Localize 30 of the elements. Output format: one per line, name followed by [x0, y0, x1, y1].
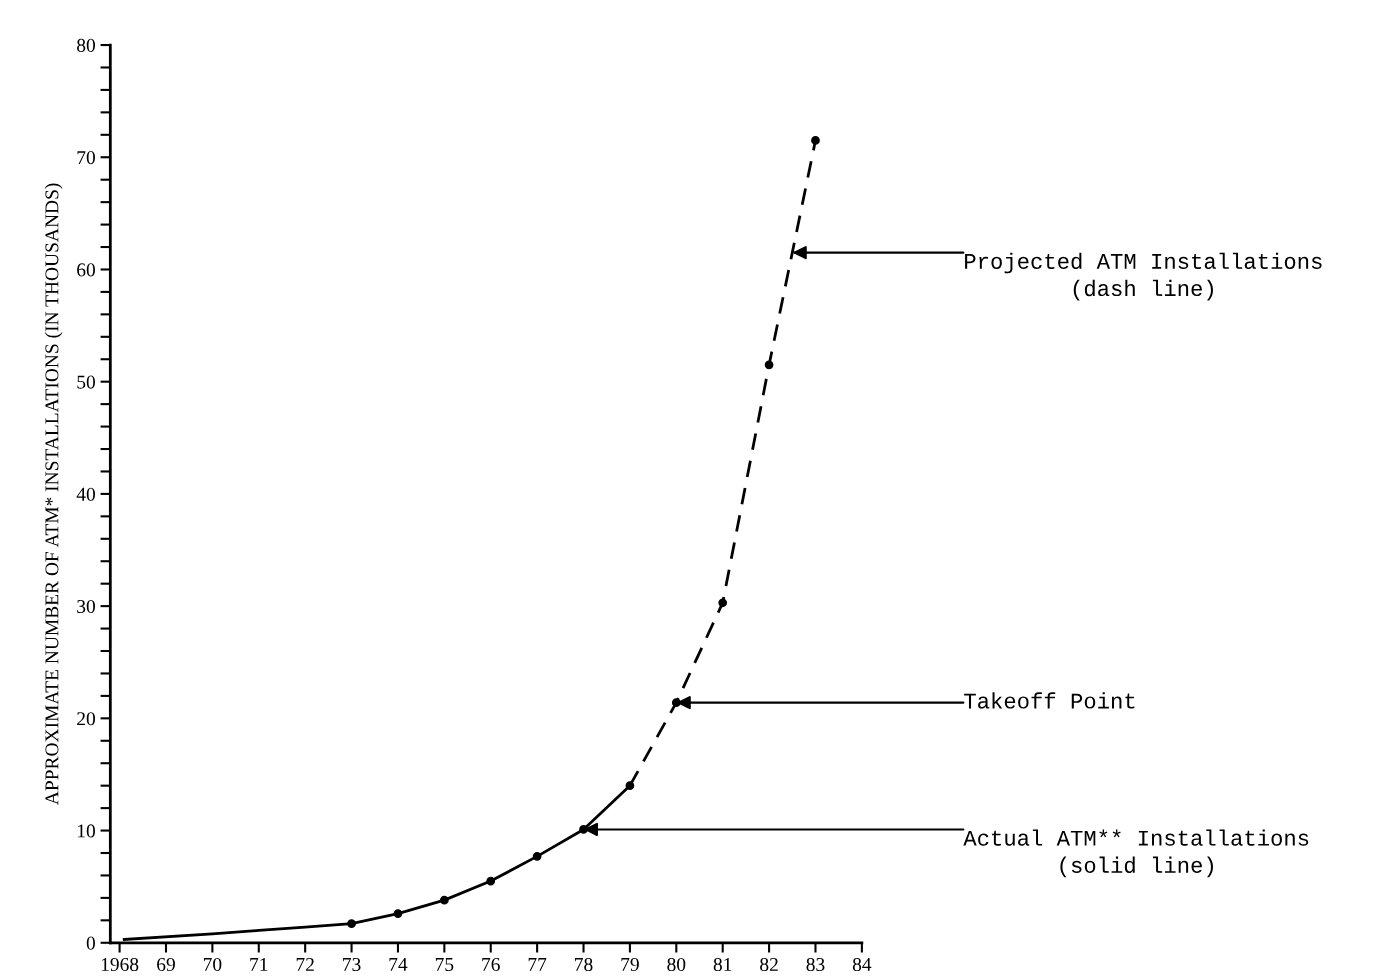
x-tick-label: 74: [389, 958, 408, 971]
y-tick-label: 60: [77, 263, 95, 277]
annotation: Actual ATM** Installations (solid line): [963, 829, 1309, 878]
x-tick-label: 82: [760, 957, 778, 972]
y-tick-label: 50: [77, 375, 95, 389]
y-tick-label: 30: [77, 599, 95, 614]
x-tick-label: 80: [667, 957, 686, 972]
y-tick-label: 40: [76, 487, 95, 501]
x-tick-label: 75: [435, 958, 454, 972]
x-tick-label: 76: [482, 957, 500, 972]
x-tick-label: 79: [621, 957, 639, 972]
y-tick-label: 20: [77, 712, 95, 726]
x-tick-label: 1968: [101, 957, 139, 972]
annotation: Projected ATM Installations (dash line): [965, 252, 1322, 301]
x-tick-label: 77: [528, 958, 547, 971]
x-tick-label: 84: [852, 957, 872, 972]
x-tick-label: 78: [575, 957, 593, 972]
y-tick-label: 80: [77, 38, 95, 52]
x-tick-label: 81: [713, 957, 732, 972]
x-tick-label: 72: [296, 957, 314, 971]
x-tick-label: 83: [806, 957, 825, 972]
y-tick-label: 70: [77, 151, 95, 165]
x-tick-label: 69: [157, 957, 175, 972]
y-tick-label: 10: [78, 824, 95, 838]
annotation: Takeoff Point: [964, 692, 1135, 709]
y-axis-title: APPROXIMATE NUMBER OF ATM* INSTALLATIONS (IN THOUSANDS): [44, 183, 63, 805]
x-tick-label: 73: [343, 957, 361, 972]
x-tick-label: 71: [250, 958, 268, 971]
y-tick-label: 0: [86, 936, 95, 950]
x-tick-label: 70: [203, 957, 222, 972]
